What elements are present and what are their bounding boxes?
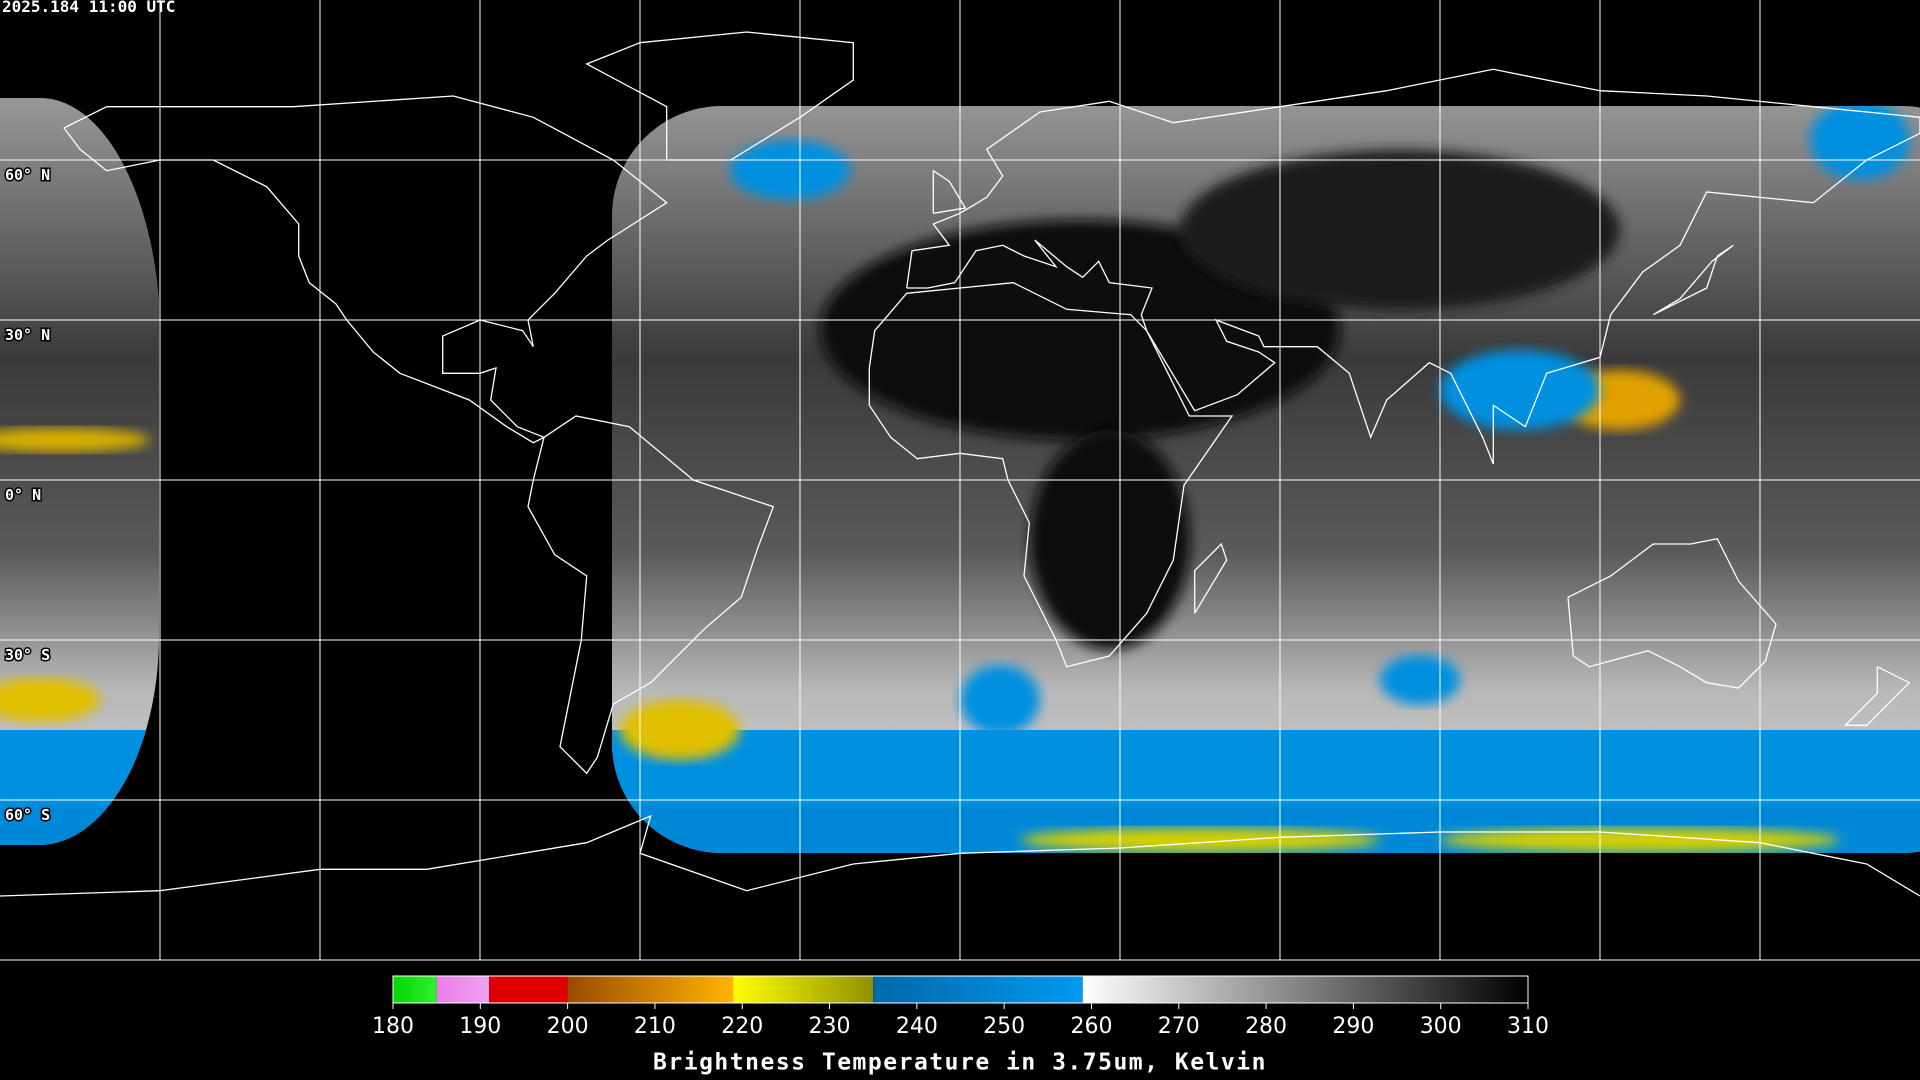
latitude-labels: 60° N 30° N 0° N 30° S 60° S [4,165,52,826]
colorbar: 180 190 200 210 220 230 240 250 260 270 280 290 300 3… [372,975,1549,1039]
cloud [1440,350,1600,430]
colorbar-tick-label: 200 [547,1014,589,1039]
coastline [63,95,668,444]
latitude-label: 60° S [5,806,50,824]
colorbar-segment [489,976,568,1003]
coastline [527,415,775,775]
graticule [0,0,1920,961]
cold-cloud [0,428,150,452]
cold-cloud [0,678,100,722]
colorbar-tick-label: 290 [1332,1014,1374,1039]
latitude-label: 0° N [5,486,41,504]
colorbar-tick-label: 300 [1420,1014,1462,1039]
colorbar-tick-label: 240 [896,1014,938,1039]
colorbar-tick-label: 210 [634,1014,676,1039]
coastline [1652,244,1734,316]
colorbar-title: Brightness Temperature in 3.75um, Kelvin [653,1050,1267,1076]
colorbar-segment [436,976,490,1003]
colorbar-tick-label: 310 [1507,1014,1549,1039]
dark-land [1030,430,1190,650]
coastline [1843,666,1911,726]
colorbar-tick-label: 250 [983,1014,1025,1039]
timestamp: 2025.184 11:00 UTC [2,0,175,16]
latitude-label: 60° N [5,166,50,184]
dark-land [820,220,1340,440]
colorbar-segment [873,976,1083,1003]
cold-cloud [620,700,740,760]
cold-cloud [1440,828,1840,852]
cold-cloud [1020,828,1380,852]
colorbar-segment [1082,976,1528,1003]
colorbar-tick-label: 180 [372,1014,414,1039]
colorbar-tick-label: 220 [721,1014,763,1039]
colorbar-tick-label: 230 [809,1014,851,1039]
colorbar-segment [393,976,437,1003]
latitude-label: 30° N [5,326,50,344]
latitude-label: 30° S [5,646,50,664]
cloud [1810,100,1910,180]
colorbar-frame [392,975,1529,1004]
colorbar-tick-label: 270 [1158,1014,1200,1039]
cloud [730,140,850,200]
colorbar-tick-label: 190 [459,1014,501,1039]
coastline [0,814,1920,897]
coastline [906,68,1920,465]
cloud [1380,655,1460,705]
colorbar-segment [567,976,734,1003]
coastline [1567,537,1777,689]
colorbar-segment [733,976,874,1003]
colorbar-tick-label: 280 [1245,1014,1287,1039]
cloud [960,665,1040,735]
coastline [932,169,967,214]
coastline [1194,542,1228,614]
dark-land [1180,150,1620,310]
colorbar-tick-label: 260 [1070,1014,1112,1039]
